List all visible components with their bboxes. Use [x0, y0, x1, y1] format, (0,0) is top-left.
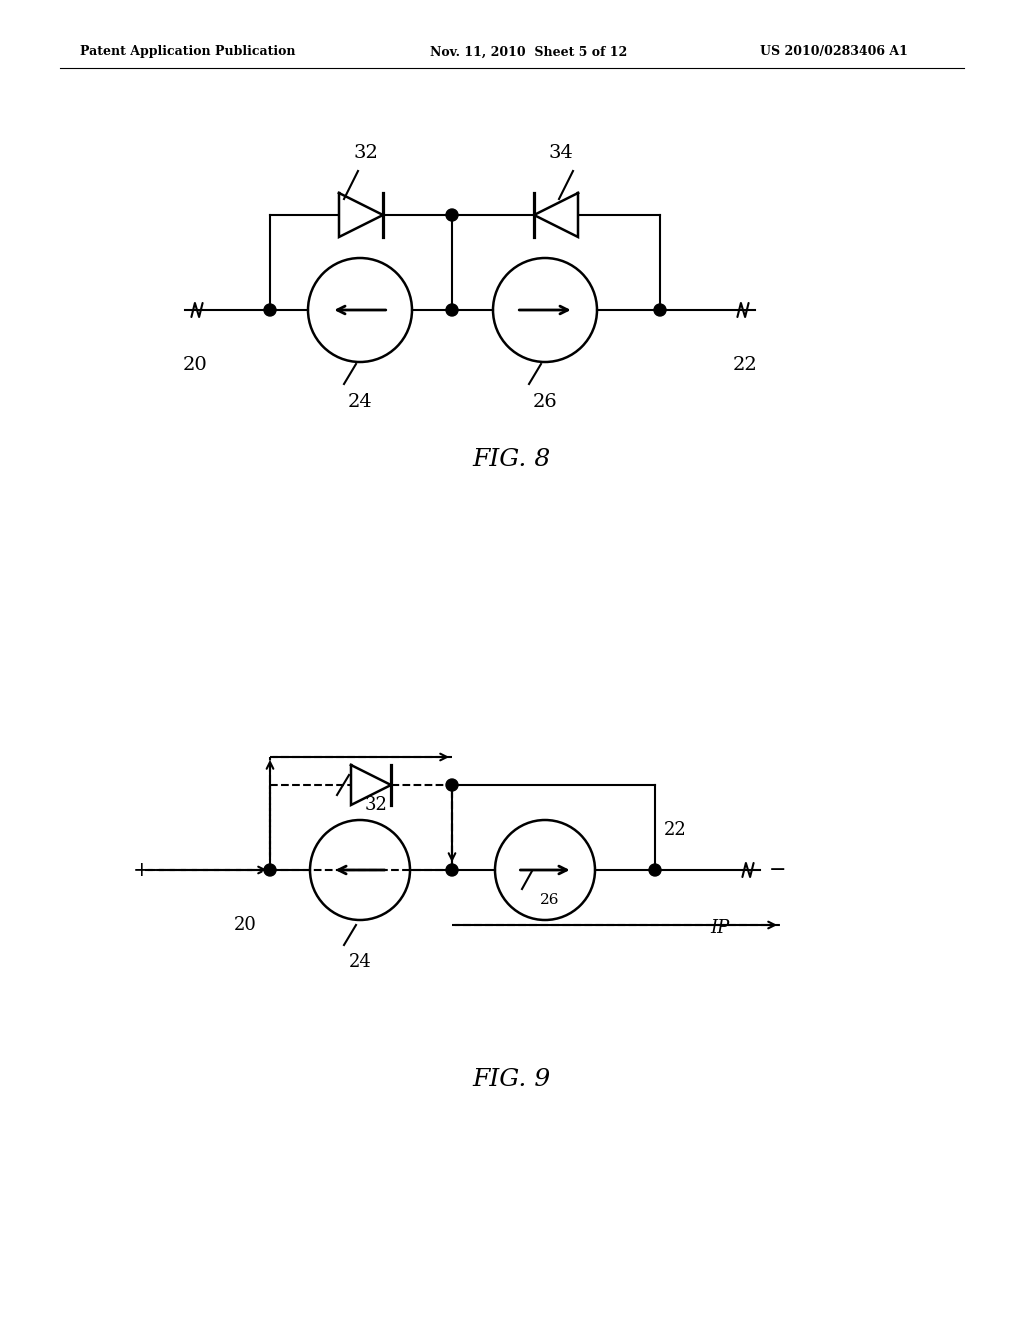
- Text: FIG. 8: FIG. 8: [473, 449, 551, 471]
- Text: Nov. 11, 2010  Sheet 5 of 12: Nov. 11, 2010 Sheet 5 of 12: [430, 45, 628, 58]
- Text: 32: 32: [365, 796, 387, 814]
- Text: −: −: [769, 861, 786, 879]
- Text: IP: IP: [711, 919, 730, 937]
- Polygon shape: [339, 193, 383, 238]
- Circle shape: [649, 865, 662, 876]
- Text: Patent Application Publication: Patent Application Publication: [80, 45, 296, 58]
- Circle shape: [446, 779, 458, 791]
- Text: US 2010/0283406 A1: US 2010/0283406 A1: [760, 45, 908, 58]
- Text: 20: 20: [182, 356, 208, 374]
- Text: 22: 22: [664, 821, 686, 840]
- Circle shape: [264, 865, 276, 876]
- Text: FIG. 9: FIG. 9: [473, 1068, 551, 1092]
- Text: 24: 24: [348, 953, 372, 972]
- Circle shape: [446, 865, 458, 876]
- Bar: [270, 785, 452, 870]
- Text: 22: 22: [732, 356, 758, 374]
- Text: 32: 32: [353, 144, 379, 162]
- Polygon shape: [534, 193, 578, 238]
- Circle shape: [446, 209, 458, 220]
- Circle shape: [264, 304, 276, 315]
- Circle shape: [446, 304, 458, 315]
- Circle shape: [654, 304, 666, 315]
- Text: 26: 26: [540, 894, 559, 907]
- Polygon shape: [351, 766, 391, 805]
- Text: 20: 20: [233, 916, 256, 935]
- Text: 34: 34: [549, 144, 573, 162]
- Text: 24: 24: [347, 393, 373, 411]
- Text: 26: 26: [532, 393, 557, 411]
- Text: +: +: [133, 861, 151, 879]
